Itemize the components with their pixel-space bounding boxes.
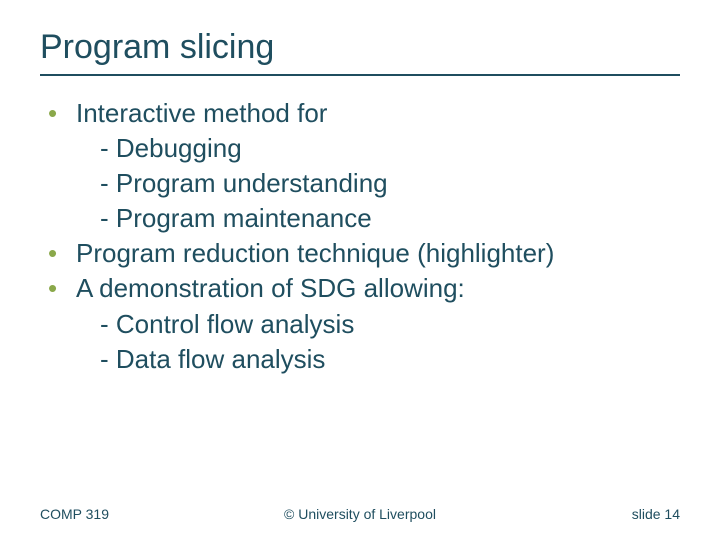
slide-content: • Interactive method for - Debugging - P… — [48, 96, 648, 377]
sub-item: - Debugging — [48, 131, 648, 166]
bullet-dot-icon: • — [48, 271, 76, 306]
bullet-text: A demonstration of SDG allowing: — [76, 271, 648, 306]
sub-item: - Data flow analysis — [48, 342, 648, 377]
bullet-dot-icon: • — [48, 236, 76, 271]
bullet-item: • A demonstration of SDG allowing: — [48, 271, 648, 306]
bullet-dot-icon: • — [48, 96, 76, 131]
sub-text: Control flow analysis — [116, 309, 354, 339]
slide: Program slicing • Interactive method for… — [0, 0, 720, 540]
title-underline — [40, 74, 680, 76]
sub-item: - Program maintenance — [48, 201, 648, 236]
sub-text: Data flow analysis — [116, 344, 326, 374]
footer: COMP 319 © University of Liverpool slide… — [0, 506, 720, 522]
bullet-item: • Program reduction technique (highlight… — [48, 236, 648, 271]
sub-text: Program understanding — [116, 168, 388, 198]
slide-title: Program slicing — [40, 28, 274, 67]
sub-text: Program maintenance — [116, 203, 372, 233]
sub-item: - Program understanding — [48, 166, 648, 201]
bullet-text: Program reduction technique (highlighter… — [76, 236, 648, 271]
bullet-item: • Interactive method for — [48, 96, 648, 131]
sub-text: Debugging — [116, 133, 242, 163]
sub-item: - Control flow analysis — [48, 307, 648, 342]
bullet-text: Interactive method for — [76, 96, 648, 131]
footer-center: © University of Liverpool — [0, 506, 720, 522]
